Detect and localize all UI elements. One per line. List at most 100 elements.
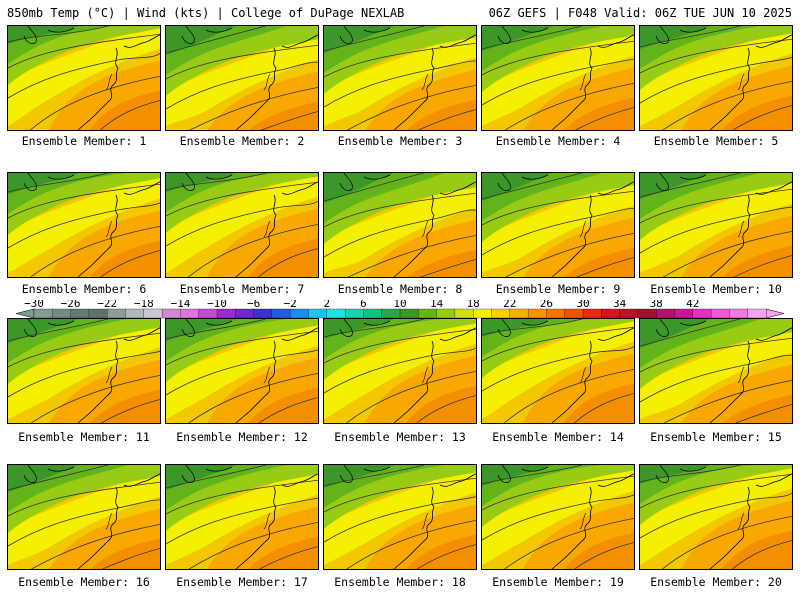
map-panel <box>323 318 477 424</box>
colorbar-swatch <box>107 308 126 319</box>
colorbar-arrow-right <box>765 308 785 319</box>
member-label: Ensemble Member: 1 <box>21 134 147 148</box>
colorbar-swatch <box>33 308 53 319</box>
colorbar-swatch <box>692 308 712 319</box>
run-valid-time: 06Z GEFS | F048 Valid: 06Z TUE JUN 10 20… <box>488 6 792 20</box>
colorbar-swatch <box>271 308 291 319</box>
member-label: Ensemble Member: 13 <box>334 430 466 444</box>
colorbar-tick-label: 42 <box>686 300 699 310</box>
member-label: Ensemble Member: 19 <box>492 575 624 589</box>
temperature-colorbar: −30 −26 −22 −18 −14 −10 −6 −2 2 6 10 14 18 22 26 30 34 38… <box>15 300 785 319</box>
member-label: Ensemble Member: 11 <box>18 430 150 444</box>
colorbar-swatch <box>546 308 566 319</box>
member-label: Ensemble Member: 20 <box>650 575 782 589</box>
map-panel <box>481 25 635 131</box>
map-panel <box>481 172 635 278</box>
member-label: Ensemble Member: 18 <box>334 575 466 589</box>
colorbar-swatch <box>674 308 694 319</box>
map-panel <box>639 25 793 131</box>
colorbar-swatch <box>235 308 255 319</box>
map-panel <box>481 464 635 570</box>
member-label: Ensemble Member: 2 <box>179 134 305 148</box>
map-panel <box>165 25 319 131</box>
colorbar-swatch <box>70 308 90 319</box>
colorbar-tick-label: 10 <box>393 300 406 310</box>
colorbar-arrow-left <box>15 308 35 319</box>
colorbar-swatch <box>125 308 145 319</box>
colorbar-swatch <box>564 308 584 319</box>
colorbar-swatch <box>527 308 547 319</box>
colorbar-swatch <box>656 308 675 319</box>
colorbar-tick-label: 30 <box>576 300 589 310</box>
map-panel <box>323 25 477 131</box>
member-label: Ensemble Member: 16 <box>18 575 150 589</box>
colorbar-swatch <box>509 308 529 319</box>
colorbar-swatch <box>582 308 602 319</box>
colorbar-swatch <box>143 308 163 319</box>
colorbar-swatch <box>601 308 621 319</box>
colorbar-tick-label: 34 <box>613 300 627 310</box>
colorbar-swatch <box>308 308 328 319</box>
colorbar-tick-label: −6 <box>247 300 260 310</box>
map-panel <box>7 172 161 278</box>
member-label: Ensemble Member: 8 <box>337 282 463 296</box>
colorbar-tick-label: 18 <box>467 300 480 310</box>
colorbar-tick-label: 22 <box>503 300 516 310</box>
map-panel <box>323 172 477 278</box>
colorbar-swatch <box>399 308 419 319</box>
colorbar-swatch <box>619 308 639 319</box>
member-label: Ensemble Member: 12 <box>176 430 308 444</box>
colorbar-tick-label: 38 <box>650 300 663 310</box>
map-panel <box>481 318 635 424</box>
colorbar-swatch <box>454 308 474 319</box>
map-panel <box>639 464 793 570</box>
member-label: Ensemble Member: 6 <box>21 282 147 296</box>
member-label: Ensemble Member: 10 <box>650 282 782 296</box>
colorbar-tick-label: −2 <box>284 300 297 310</box>
colorbar-swatch <box>290 308 309 319</box>
colorbar-swatch <box>491 308 511 319</box>
colorbar-swatch <box>637 308 657 319</box>
colorbar-swatch <box>418 308 438 319</box>
member-label: Ensemble Member: 7 <box>179 282 305 296</box>
colorbar-swatch <box>161 308 181 319</box>
chart-title: 850mb Temp (°C) | Wind (kts) | College o… <box>7 6 405 20</box>
colorbar-tick-label: 26 <box>540 300 553 310</box>
colorbar-tick-label: 14 <box>430 300 444 310</box>
map-panel <box>165 464 319 570</box>
member-label: Ensemble Member: 3 <box>337 134 463 148</box>
colorbar-tick-label: 6 <box>360 300 367 310</box>
member-label: Ensemble Member: 15 <box>650 430 782 444</box>
colorbar-swatch <box>344 308 364 319</box>
colorbar-swatch <box>436 308 456 319</box>
member-label: Ensemble Member: 9 <box>495 282 621 296</box>
colorbar-swatch <box>198 308 218 319</box>
colorbar-swatch <box>710 308 730 319</box>
colorbar-swatch <box>253 308 273 319</box>
colorbar-tick-label: −22 <box>97 300 117 310</box>
colorbar-tick-label: −14 <box>170 300 190 310</box>
map-panel <box>323 464 477 570</box>
colorbar-tick-label: −10 <box>207 300 227 310</box>
colorbar-swatch <box>216 308 236 319</box>
member-label: Ensemble Member: 5 <box>653 134 779 148</box>
member-label: Ensemble Member: 17 <box>176 575 308 589</box>
colorbar-tick-label: −30 <box>24 300 44 310</box>
map-panel <box>639 172 793 278</box>
colorbar-tick-label: −26 <box>61 300 81 310</box>
colorbar-swatch <box>180 308 200 319</box>
map-panel <box>7 464 161 570</box>
map-panel <box>7 25 161 131</box>
colorbar-swatch <box>747 308 767 319</box>
colorbar-swatch <box>381 308 401 319</box>
map-panel <box>639 318 793 424</box>
colorbar-tick-label: 2 <box>323 300 330 310</box>
member-label: Ensemble Member: 14 <box>492 430 624 444</box>
colorbar-swatch <box>326 308 346 319</box>
colorbar-swatch <box>52 308 72 319</box>
colorbar-swatch <box>88 308 108 319</box>
colorbar-swatch <box>729 308 749 319</box>
member-label: Ensemble Member: 4 <box>495 134 621 148</box>
colorbar-tick-label: −18 <box>134 300 154 310</box>
colorbar-swatch <box>363 308 383 319</box>
